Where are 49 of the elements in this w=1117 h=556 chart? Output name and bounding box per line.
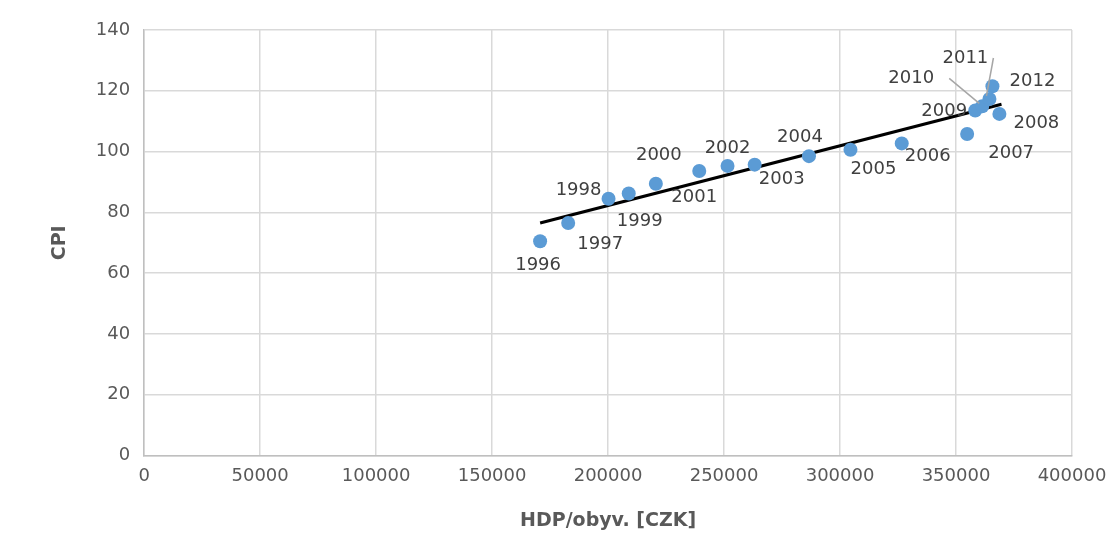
point xyxy=(960,126,975,141)
point xyxy=(621,186,636,201)
x-tick-label: 200000 xyxy=(573,464,643,486)
annotation: 2007 xyxy=(988,140,1035,162)
point xyxy=(720,158,735,173)
x-tick-label: 300000 xyxy=(805,464,875,486)
x-axis-title: HDP/obyv. [CZK] xyxy=(520,507,697,530)
y-tick-label: 80 xyxy=(107,200,131,222)
y-tick-label: 20 xyxy=(107,382,131,404)
point xyxy=(601,191,616,206)
point xyxy=(747,157,762,172)
x-tick-label: 100000 xyxy=(341,464,411,486)
annotation: 2010 xyxy=(888,65,935,87)
annotation: 2002 xyxy=(704,135,751,157)
annotation: 2012 xyxy=(1009,68,1056,90)
y-tick-label: 40 xyxy=(107,321,131,343)
y-tick-label: 0 xyxy=(118,443,131,465)
point xyxy=(561,216,576,231)
annotation: 2001 xyxy=(671,184,718,206)
point xyxy=(982,92,997,107)
y-tick-label: 120 xyxy=(95,78,131,100)
x-tick-label: 0 xyxy=(138,464,150,486)
x-tick-label: 250000 xyxy=(689,464,759,486)
point xyxy=(843,142,858,157)
annotation: 2004 xyxy=(777,124,823,146)
annotation: 2003 xyxy=(758,167,805,189)
point xyxy=(692,164,707,179)
annotation: 2005 xyxy=(850,157,897,179)
y-tick-label: 100 xyxy=(95,139,131,161)
annotation: 1997 xyxy=(577,231,624,253)
annotation: 2009 xyxy=(921,99,968,121)
x-tick-label: 400000 xyxy=(1037,464,1107,486)
annotation: 1999 xyxy=(616,209,663,231)
y-tick-label: 60 xyxy=(107,260,131,282)
annotation: 1998 xyxy=(555,178,602,200)
point xyxy=(533,234,548,249)
annotation: 2000 xyxy=(635,143,682,165)
annotation: 2006 xyxy=(904,144,951,166)
point xyxy=(801,149,816,164)
point xyxy=(648,176,663,191)
x-tick-label: 150000 xyxy=(457,464,527,486)
y-axis-title: CPI xyxy=(47,225,70,261)
y-tick-label: 140 xyxy=(95,17,131,39)
annotation: 2011 xyxy=(942,45,989,67)
x-tick-label: 50000 xyxy=(231,464,289,486)
annotation: 2008 xyxy=(1013,110,1060,132)
x-tick-label: 350000 xyxy=(921,464,991,486)
annotation: 1996 xyxy=(515,252,562,274)
point xyxy=(992,106,1007,121)
